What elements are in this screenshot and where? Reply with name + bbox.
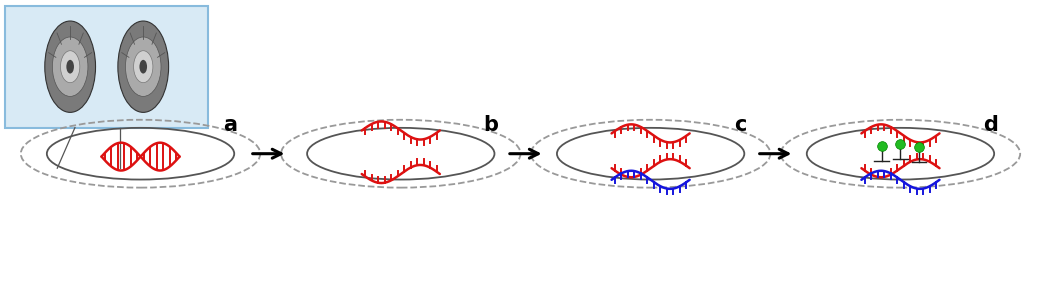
Ellipse shape — [126, 37, 161, 96]
Text: a: a — [224, 115, 237, 135]
Text: b: b — [483, 115, 498, 135]
Ellipse shape — [133, 51, 153, 83]
Text: c: c — [734, 115, 746, 135]
Text: d: d — [983, 115, 997, 135]
Ellipse shape — [60, 51, 80, 83]
Ellipse shape — [118, 21, 169, 112]
Ellipse shape — [139, 60, 147, 74]
Ellipse shape — [52, 37, 87, 96]
FancyBboxPatch shape — [5, 6, 208, 128]
Ellipse shape — [45, 21, 96, 112]
Ellipse shape — [67, 60, 74, 74]
